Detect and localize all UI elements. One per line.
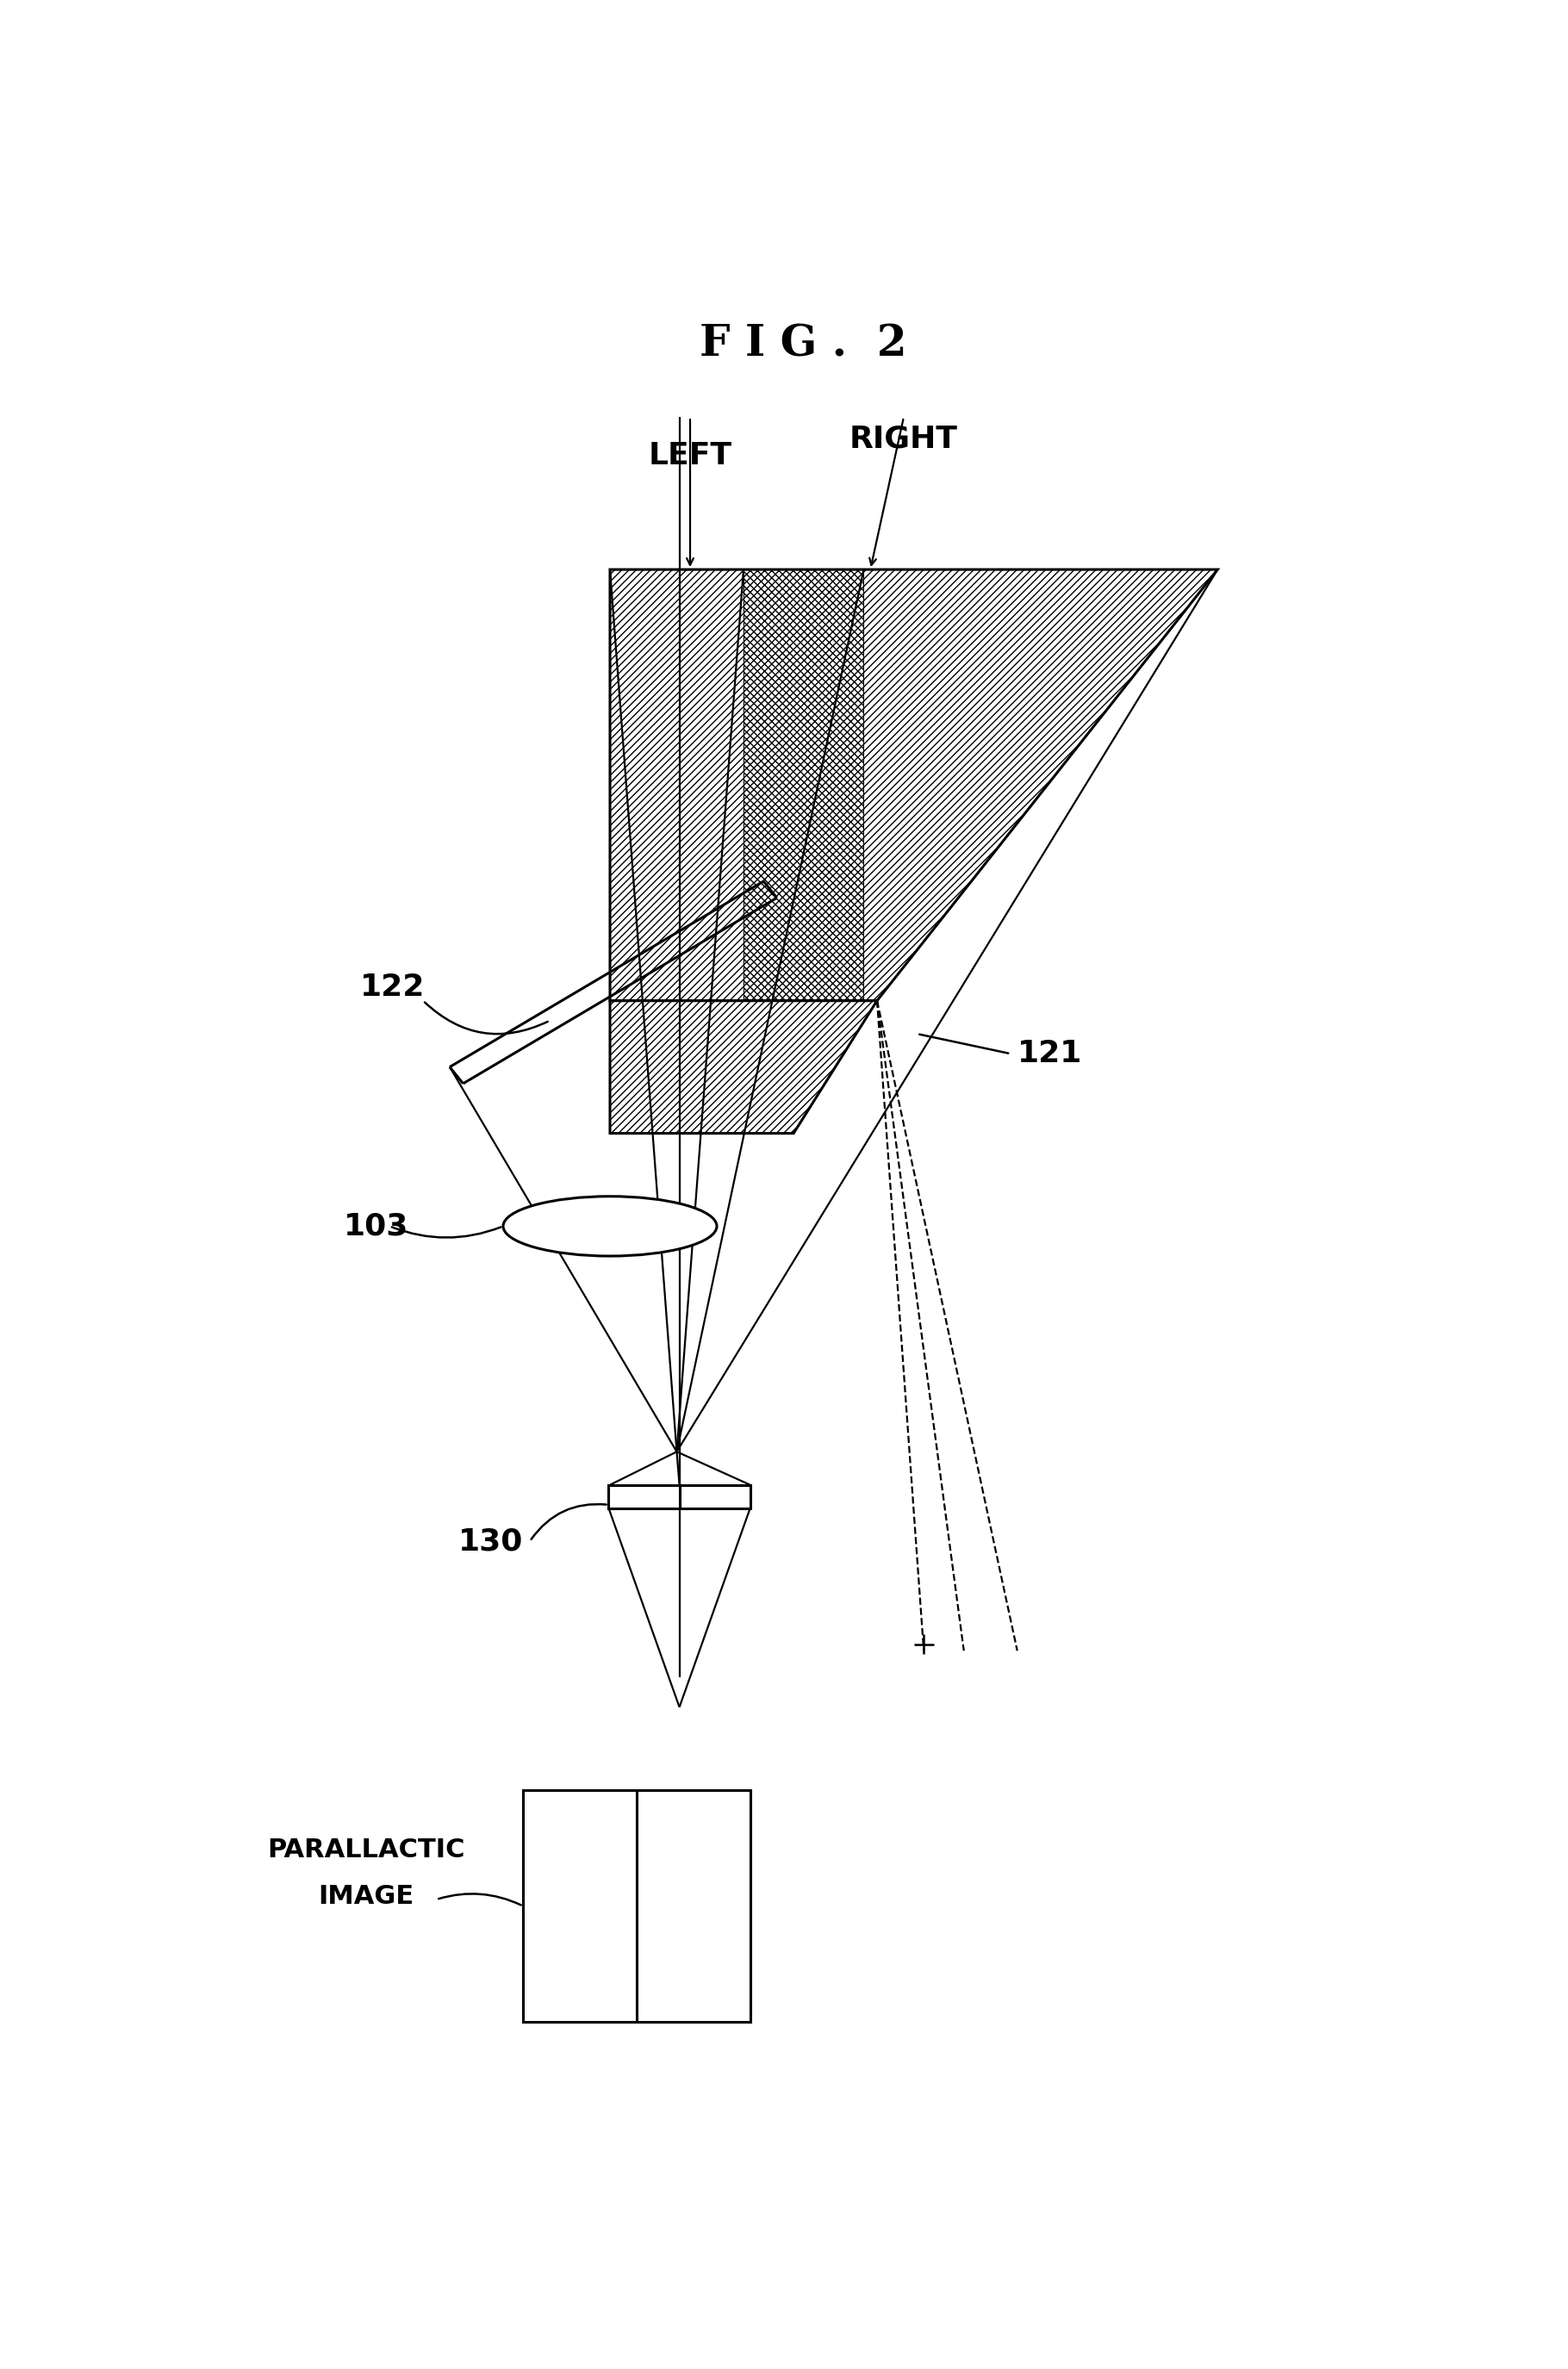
Bar [608,1485,750,1509]
Text: LEFT: LEFT [648,441,732,469]
Text: 130: 130 [458,1526,524,1556]
Text: F I G .  2: F I G . 2 [699,325,908,365]
Ellipse shape [503,1196,717,1256]
Polygon shape [743,569,864,1000]
Text: IMAGE: IMAGE [318,1883,414,1909]
Text: L: L [635,1485,652,1509]
Text: RIGHT: RIGHT [850,424,958,452]
Text: PARALLACTIC: PARALLACTIC [268,1838,466,1862]
Bar [524,1791,750,2023]
Text: 122: 122 [361,974,425,1002]
Polygon shape [864,569,1218,1000]
Polygon shape [610,1000,877,1132]
Text: L: L [665,1888,688,1924]
Polygon shape [610,569,743,1000]
Text: R: R [704,1485,724,1509]
Text: R: R [563,1888,591,1924]
Text: 121: 121 [1018,1040,1082,1068]
Text: 103: 103 [343,1211,409,1241]
